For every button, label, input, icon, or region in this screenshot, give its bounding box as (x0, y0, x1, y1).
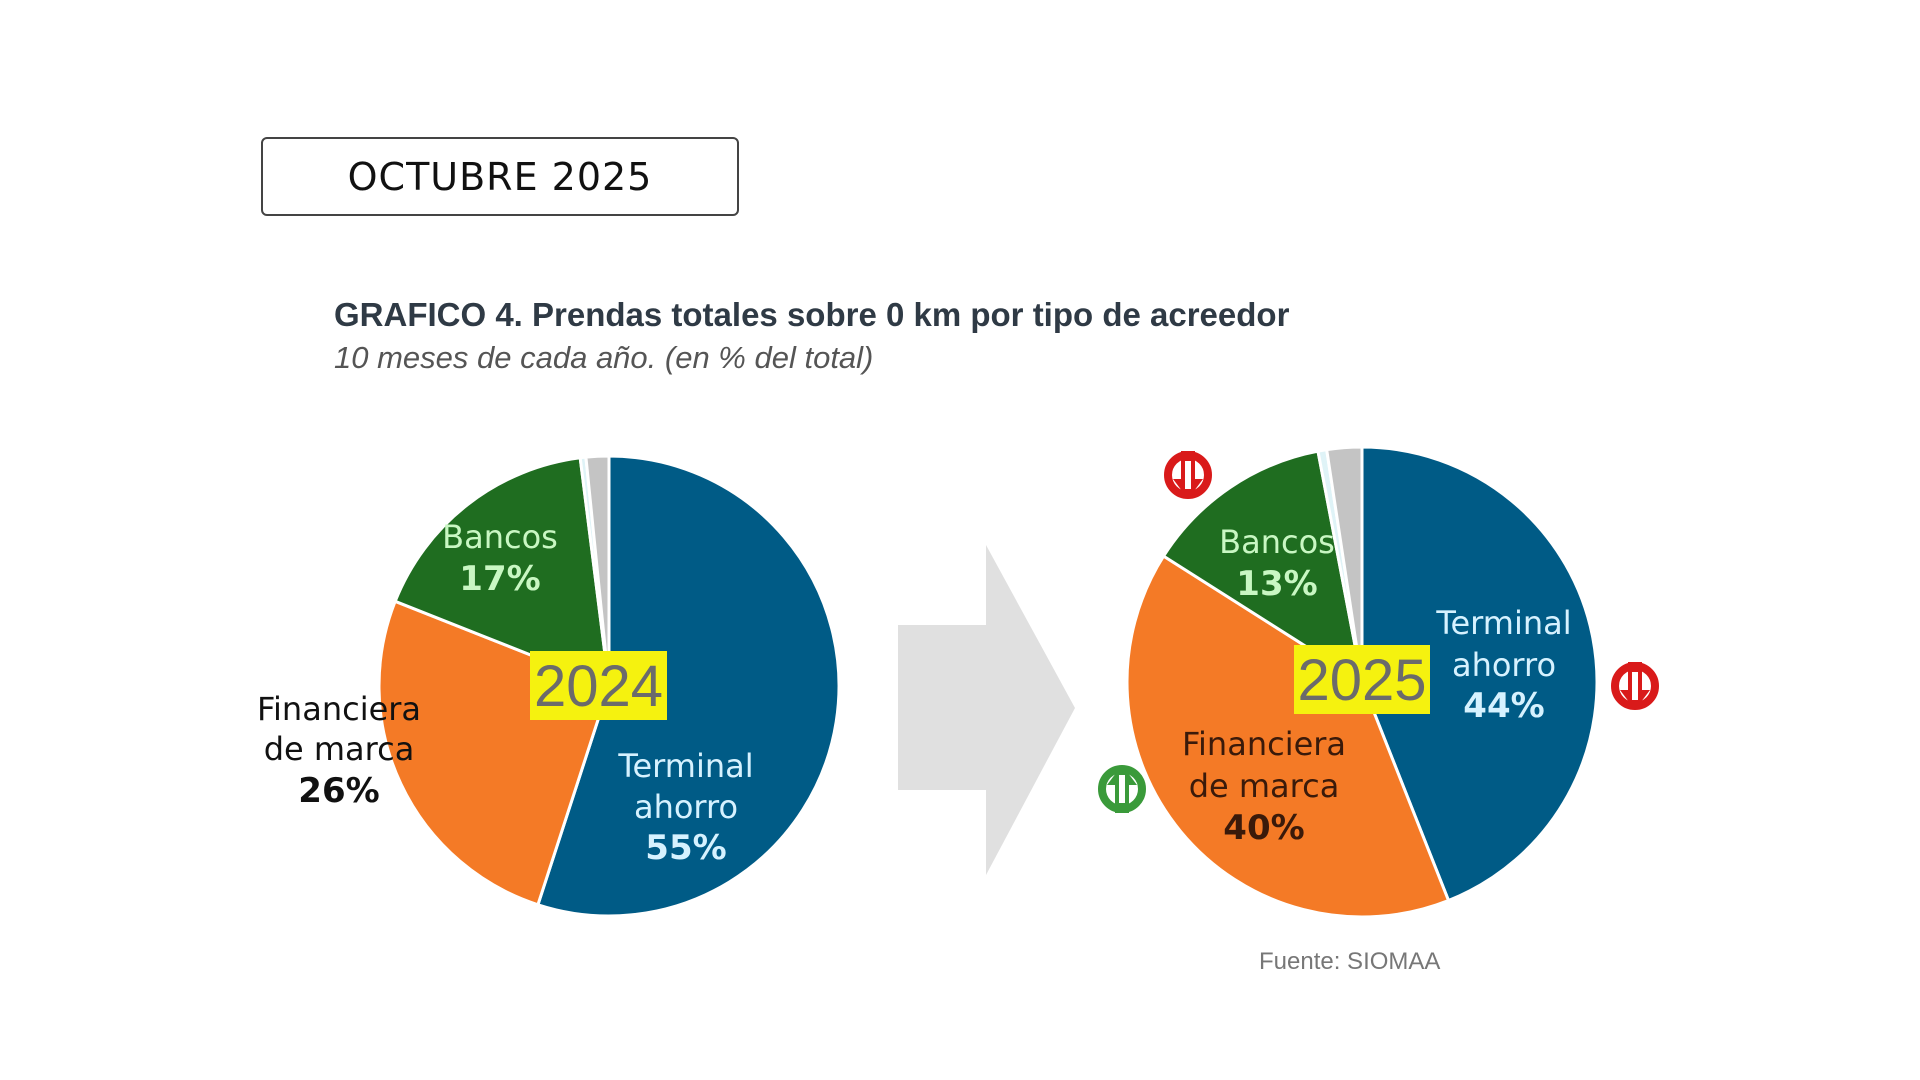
pie-slice-bancos (393, 456, 611, 689)
year-badge (1294, 645, 1430, 714)
slice-value-label: 55% (645, 828, 726, 868)
year-label: 2024 (534, 654, 663, 719)
slice-label: Bancos (442, 518, 558, 556)
transition-arrow-icon (898, 545, 1075, 875)
chart-subtitle: 10 meses de cada año. (en % del total) (334, 340, 874, 375)
pie-slice-terminal (1360, 445, 1599, 903)
chart-title: GRAFICO 4. Prendas totales sobre 0 km po… (334, 296, 1290, 333)
pie-slice-other (1324, 445, 1364, 683)
trend-down-icon (1164, 451, 1212, 499)
slice-label: Bancos (1219, 523, 1335, 561)
slice-label: ahorro (1452, 646, 1556, 684)
slice-value-label: 40% (1223, 808, 1304, 848)
slice-value-label: 17% (459, 559, 540, 599)
slice-label: de marca (264, 730, 415, 768)
slice-value-label: 13% (1236, 564, 1317, 604)
year-badge (530, 651, 667, 720)
slice-label: Terminal (617, 747, 753, 785)
slice-label: de marca (1189, 767, 1340, 805)
source-note: Fuente: SIOMAA (1259, 948, 1441, 975)
trend-up-icon (1098, 765, 1146, 813)
pie-slice-bancos (1161, 449, 1365, 686)
trend-down-icon (1611, 662, 1659, 710)
pie-slice-financiera (1125, 554, 1451, 919)
slice-label: Financiera (1182, 725, 1346, 763)
slice-label: Terminal (1435, 604, 1571, 642)
slice-label: ahorro (634, 788, 738, 826)
date-header-label: OCTUBRE 2025 (347, 154, 653, 199)
date-header: OCTUBRE 2025 (261, 137, 739, 216)
year-label: 2025 (1297, 648, 1426, 713)
slice-label: Financiera (257, 690, 421, 728)
pie-slice-other (584, 454, 611, 687)
slice-value-label: 26% (298, 771, 379, 811)
pie-slice-terminal (536, 454, 841, 918)
slice-value-label: 44% (1463, 686, 1544, 726)
